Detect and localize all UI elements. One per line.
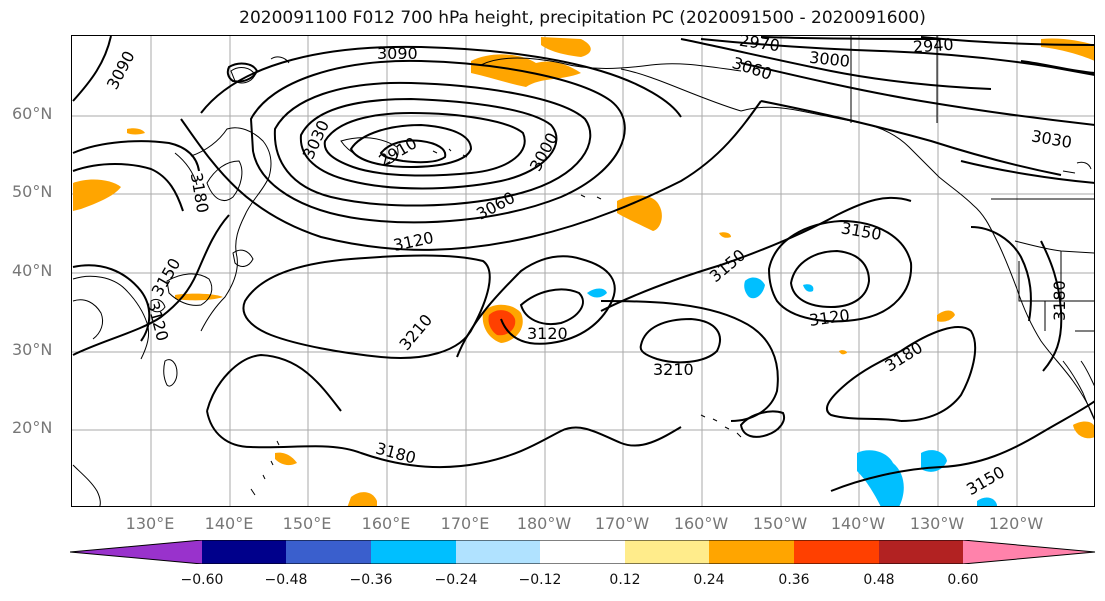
lat-label: 60°N [12, 104, 53, 123]
contour-label: 3150 [148, 255, 185, 300]
contour-label: 3000 [526, 130, 562, 175]
contour-label: 3120 [527, 324, 568, 343]
contour-label: 3150 [706, 245, 749, 286]
contour-label: 3180 [881, 338, 926, 376]
contour-label: 3030 [1030, 126, 1073, 152]
colorbar-tick: 0.48 [863, 572, 895, 588]
colorbar-tick: 0.60 [947, 572, 979, 588]
colorbar-swatch [70, 540, 202, 564]
contour-label: 2910 [375, 133, 420, 170]
contour-label: 3180 [1050, 280, 1069, 321]
colorbar-tick: 0.24 [693, 572, 725, 588]
contour-label: 3120 [808, 305, 851, 329]
colorbar-tick: −0.48 [264, 572, 308, 588]
lon-label: 150°E [282, 514, 332, 533]
height-contours [72, 36, 1094, 492]
colorbar-swatch [879, 540, 963, 564]
lat-label: 20°N [12, 418, 53, 437]
colorbar-tick: −0.36 [349, 572, 393, 588]
lon-label: 160°E [361, 514, 411, 533]
contour-label: 3120 [392, 228, 436, 255]
graticule [72, 36, 1094, 506]
contour-label: 3150 [840, 218, 883, 244]
map-panel: 3090 3090 3030 2910 3000 3060 3120 3150 … [71, 35, 1095, 507]
lat-label: 30°N [12, 340, 53, 359]
colorbar-swatch [202, 540, 286, 564]
map-canvas: 3090 3090 3030 2910 3000 3060 3120 3150 … [72, 36, 1094, 506]
colorbar-tick: 0.36 [778, 572, 810, 588]
contour-label: 2970 [738, 36, 781, 55]
contour-label: 3210 [395, 310, 436, 353]
contour-label: 3030 [299, 117, 333, 162]
lon-label: 130°W [909, 514, 965, 533]
colorbar-swatch [540, 540, 625, 564]
contour-label: 3150 [963, 462, 1008, 499]
lat-label: 50°N [12, 182, 53, 201]
lon-label: 130°E [125, 514, 175, 533]
lon-label: 180°W [516, 514, 572, 533]
contour-label: 3000 [808, 48, 850, 71]
precip-shading [73, 37, 1094, 506]
contour-label: 3180 [187, 171, 213, 214]
lon-label: 160°W [673, 514, 729, 533]
lon-label: 140°E [204, 514, 254, 533]
lon-label: 120°W [988, 514, 1044, 533]
lon-label: 150°W [752, 514, 808, 533]
colorbar-graphic [69, 539, 1096, 565]
colorbar-swatch [709, 540, 794, 564]
colorbar-swatch [963, 540, 1095, 564]
colorbar-tick: −0.12 [518, 572, 562, 588]
colorbar-swatch [371, 540, 456, 564]
colorbar-tick: −0.60 [180, 572, 224, 588]
lon-label: 170°E [440, 514, 490, 533]
colorbar-tick: −0.24 [434, 572, 478, 588]
contour-label: 3090 [103, 48, 139, 93]
colorbar-swatch [794, 540, 879, 564]
contour-label: 3210 [653, 360, 694, 379]
contour-label: 3120 [143, 299, 172, 343]
lat-label: 40°N [12, 261, 53, 280]
colorbar-tick: 0.12 [609, 572, 641, 588]
lon-label: 170°W [594, 514, 650, 533]
contour-label: 3090 [377, 44, 418, 63]
coastlines [72, 36, 1094, 506]
colorbar-swatch [456, 540, 540, 564]
lon-label: 140°W [830, 514, 886, 533]
contour-label: 3060 [473, 188, 518, 224]
contour-label: 2940 [912, 36, 954, 57]
colorbar-swatch [625, 540, 709, 564]
colorbar-swatch [286, 540, 371, 564]
map-title: 2020091100 F012 700 hPa height, precipit… [239, 8, 926, 28]
colorbar [69, 539, 1096, 568]
